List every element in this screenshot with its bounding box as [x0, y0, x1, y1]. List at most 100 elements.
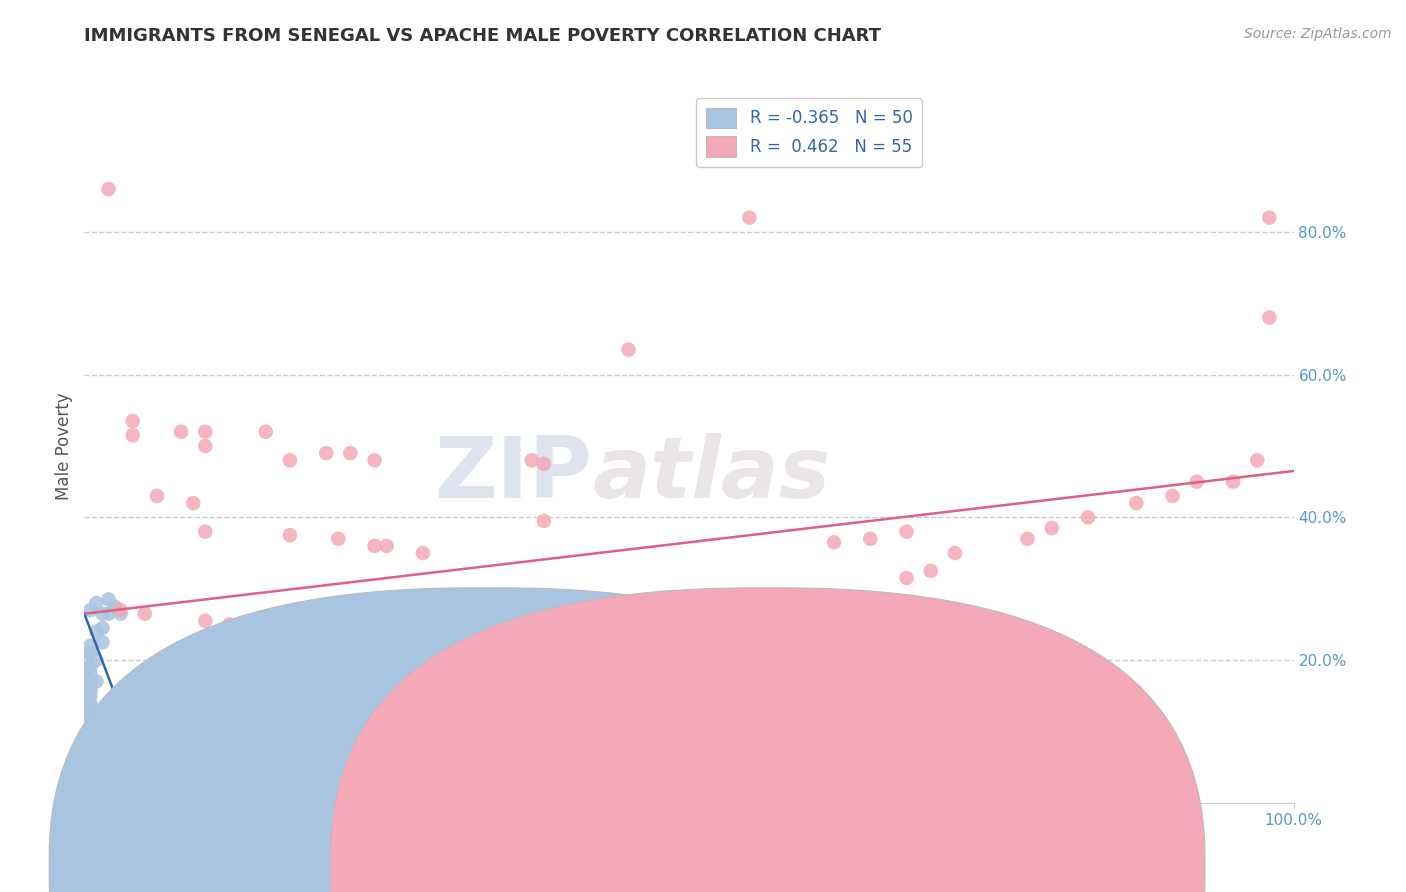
Point [77, 660, 100, 674]
Point [79, 767, 101, 781]
Point [97, 607, 120, 621]
Point [97, 592, 120, 607]
Point [1040, 521, 1063, 535]
Point [339, 446, 361, 460]
Point [79, 660, 101, 674]
Point [79, 717, 101, 731]
Text: Apache: Apache [790, 861, 848, 875]
Point [79, 749, 101, 764]
Point [896, 524, 918, 539]
Point [79, 753, 101, 767]
Point [363, 539, 385, 553]
Point [943, 546, 966, 560]
Point [77, 685, 100, 699]
Text: Immigrants from Senegal: Immigrants from Senegal [506, 861, 702, 875]
Point [738, 211, 761, 225]
Point [194, 614, 217, 628]
Point [79, 696, 101, 710]
Point [194, 524, 217, 539]
Point [79, 639, 101, 653]
Point [315, 632, 337, 646]
Point [79, 646, 101, 660]
Point [77, 646, 100, 660]
Point [91, 635, 114, 649]
Y-axis label: Male Poverty: Male Poverty [55, 392, 73, 500]
Point [121, 428, 143, 442]
Point [242, 642, 264, 657]
Point [121, 414, 143, 428]
Point [181, 496, 204, 510]
Point [91, 607, 114, 621]
Point [859, 532, 882, 546]
Point [267, 639, 290, 653]
Point [110, 603, 132, 617]
Point [315, 446, 337, 460]
Point [1246, 453, 1268, 467]
Point [91, 621, 114, 635]
Point [1222, 475, 1244, 489]
Point [79, 774, 101, 789]
Point [79, 714, 101, 728]
Point [254, 425, 277, 439]
Text: atlas: atlas [592, 433, 831, 516]
Point [79, 681, 101, 696]
Point [79, 721, 101, 735]
Point [86, 624, 108, 639]
Point [194, 425, 217, 439]
Point [77, 749, 100, 764]
Point [79, 756, 101, 771]
Point [1185, 475, 1208, 489]
Point [146, 489, 169, 503]
Point [170, 425, 193, 439]
Point [412, 546, 434, 560]
Point [79, 710, 101, 724]
Point [79, 735, 101, 749]
Text: ZIP: ZIP [434, 433, 592, 516]
Text: IMMIGRANTS FROM SENEGAL VS APACHE MALE POVERTY CORRELATION CHART: IMMIGRANTS FROM SENEGAL VS APACHE MALE P… [84, 27, 882, 45]
Point [194, 439, 217, 453]
Point [1077, 510, 1099, 524]
Point [79, 760, 101, 774]
Point [79, 699, 101, 714]
Point [363, 453, 385, 467]
Point [77, 717, 100, 731]
Point [823, 535, 845, 549]
Point [77, 696, 100, 710]
Point [1125, 496, 1147, 510]
Point [738, 753, 761, 767]
Point [79, 603, 101, 617]
Point [218, 617, 240, 632]
Point [775, 610, 797, 624]
Point [79, 728, 101, 742]
Point [533, 514, 555, 528]
Legend: R = -0.365   N = 50, R =  0.462   N = 55: R = -0.365 N = 50, R = 0.462 N = 55 [696, 97, 922, 167]
Point [315, 642, 337, 657]
Point [77, 731, 100, 746]
Point [79, 739, 101, 753]
Point [520, 453, 543, 467]
Point [1017, 532, 1039, 546]
Point [920, 564, 942, 578]
Point [79, 689, 101, 703]
Point [254, 621, 277, 635]
Point [79, 674, 101, 689]
Point [77, 703, 100, 717]
Point [738, 614, 761, 628]
Point [79, 667, 101, 681]
Text: Source: ZipAtlas.com: Source: ZipAtlas.com [1244, 27, 1392, 41]
Point [375, 642, 398, 657]
Point [375, 539, 398, 553]
Point [1258, 211, 1281, 225]
Point [79, 746, 101, 760]
Point [896, 571, 918, 585]
Point [328, 532, 350, 546]
Point [134, 607, 156, 621]
Point [1161, 489, 1184, 503]
Point [79, 742, 101, 756]
Point [79, 685, 101, 699]
Point [278, 528, 301, 542]
Point [79, 731, 101, 746]
Point [97, 182, 120, 196]
Point [436, 642, 458, 657]
Point [533, 457, 555, 471]
